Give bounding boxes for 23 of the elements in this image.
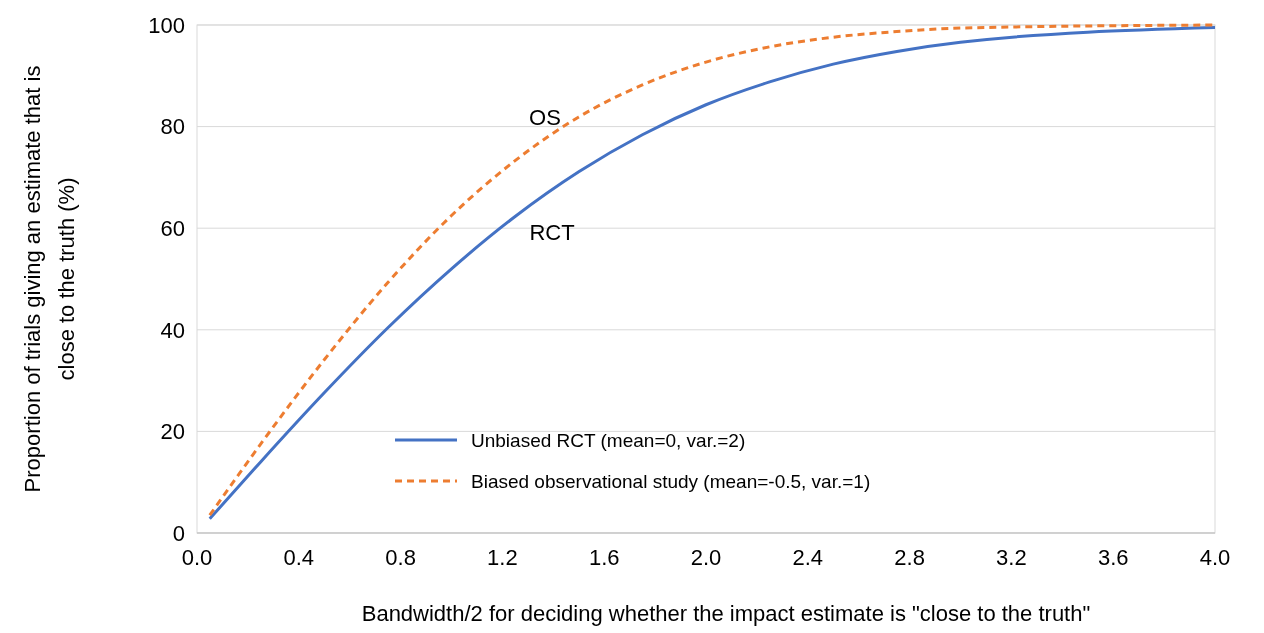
x-axis-title: Bandwidth/2 for deciding whether the impact estimate is "close to the truth": [361, 601, 1091, 626]
x-tick-label: 3.6: [1097, 545, 1129, 570]
x-tick-label: 2.0: [690, 545, 722, 570]
annotation: OS: [529, 104, 561, 130]
y-tick-label: 40: [160, 317, 185, 343]
y-tick-label: 60: [160, 215, 185, 241]
x-tick-label: 4.0: [1199, 545, 1231, 570]
x-tick-label: 2.4: [792, 545, 824, 570]
y-tick-label: 0: [172, 520, 185, 546]
legend-label: Unbiased RCT (mean=0, var.=2): [471, 429, 746, 451]
x-tick-label: 0.8: [385, 545, 416, 570]
x-tick-label: 1.6: [588, 545, 620, 570]
x-tick-label: 0.4: [283, 545, 315, 570]
x-tick-label: 3.2: [996, 545, 1027, 570]
y-tick-label: 100: [148, 12, 185, 38]
x-tick-label: 2.8: [894, 545, 925, 570]
annotation: RCT: [529, 219, 575, 245]
legend-label: Biased observational study (mean=-0.5, var.=1): [471, 470, 871, 492]
y-axis-title: Proportion of trials giving an estimate that is close to the truth (%): [20, 65, 79, 493]
y-tick-label: 80: [160, 114, 185, 140]
y-tick-label: 20: [160, 419, 185, 445]
x-tick-label: 0.0: [181, 545, 213, 570]
x-tick-label: 1.2: [487, 545, 518, 570]
